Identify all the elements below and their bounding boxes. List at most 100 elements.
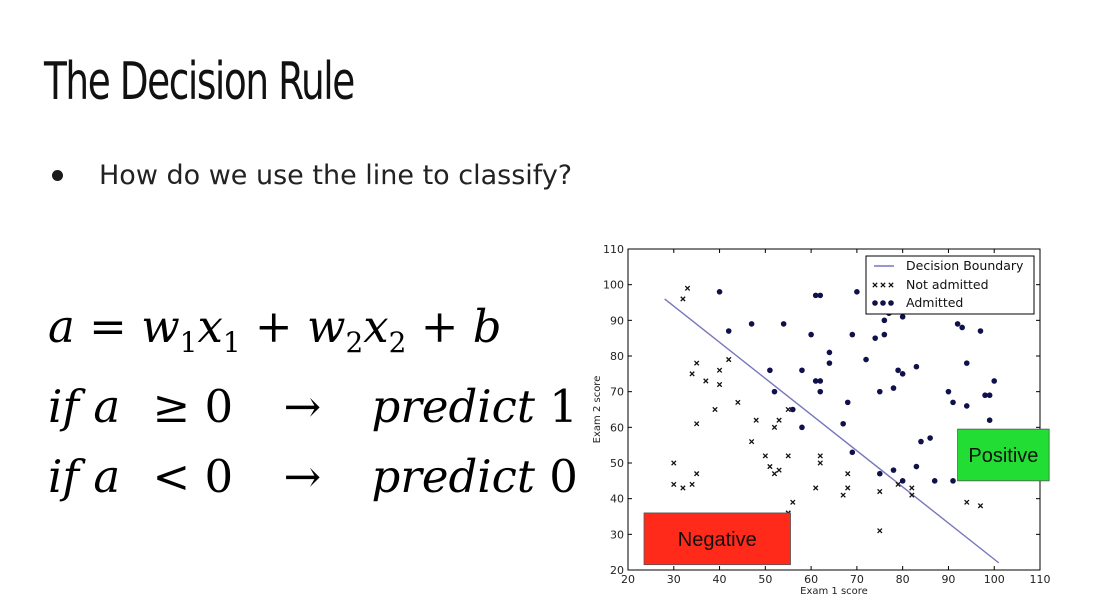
admitted-point	[977, 328, 984, 334]
not-admitted-point	[888, 282, 894, 288]
admitted-point	[812, 292, 819, 299]
y-tick-label: 70	[610, 386, 624, 399]
admitted-point	[918, 438, 924, 445]
admitted-point	[950, 399, 956, 406]
not-admitted-point	[748, 438, 755, 445]
y-tick-label: 50	[610, 457, 624, 470]
not-admitted-point	[964, 499, 970, 505]
not-admitted-point	[680, 296, 686, 302]
admitted-point	[849, 449, 856, 456]
x-tick-label: 50	[758, 573, 772, 586]
not-admitted-point	[817, 453, 823, 459]
not-admitted-point	[771, 424, 778, 430]
not-admitted-point	[877, 488, 883, 495]
equation-rule-negative: if a < 0 → predict 0	[48, 450, 578, 503]
x-tick-label: 80	[896, 573, 910, 586]
admitted-point	[748, 321, 755, 327]
scatter-chart-svg: 20 30 40 50 60 70 80 90 100 110 20 30 40 50 60 70 80 90 10…	[592, 243, 1051, 597]
not-admitted-point	[776, 417, 782, 423]
admitted-point	[872, 335, 878, 341]
not-admitted-point	[845, 485, 851, 491]
rule-predict: predict	[371, 450, 535, 503]
rule-value: 0	[549, 450, 578, 503]
not-admitted-point	[762, 453, 768, 459]
eq-sub-x1: 1	[222, 325, 241, 359]
equation-rule-positive: if a ≥ 0 → predict 1	[48, 380, 578, 433]
admitted-point	[963, 403, 970, 409]
not-admitted-point	[776, 467, 782, 473]
admitted-point	[817, 378, 824, 384]
positive-region-label: Positive	[968, 445, 1038, 467]
admitted-point	[808, 331, 814, 338]
not-admitted-point	[684, 285, 691, 291]
rule-var-a: a	[93, 380, 121, 433]
not-admitted-point	[877, 528, 883, 534]
rule-comparison: ≥ 0	[152, 380, 234, 433]
bullet-dot-icon	[52, 170, 63, 181]
not-admitted-point	[694, 471, 700, 477]
bullet-item: How do we use the line to classify?	[52, 160, 572, 191]
admitted-point	[899, 313, 906, 320]
y-tick-label: 110	[603, 243, 624, 256]
rule-arrow-icon: →	[283, 450, 322, 503]
not-admitted-point	[872, 282, 878, 288]
admitted-point	[826, 360, 833, 366]
x-tick-label: 70	[850, 573, 864, 586]
x-tick-label: 90	[941, 573, 955, 586]
admitted-point	[812, 378, 819, 384]
legend-admitted-swatch	[888, 300, 894, 306]
admitted-point	[945, 388, 952, 395]
eq-sub-x2: 2	[388, 325, 407, 359]
admitted-point	[890, 467, 897, 473]
not-admitted-point	[785, 453, 791, 459]
eq-var-w1: w	[141, 300, 180, 353]
admitted-point	[863, 356, 869, 363]
rule-arrow-icon: →	[283, 380, 322, 433]
y-tick-label: 80	[610, 350, 624, 363]
not-admitted-point	[909, 492, 915, 498]
admitted-point	[931, 478, 938, 484]
admitted-point	[927, 435, 933, 441]
eq-sub-w2: 2	[345, 325, 364, 359]
admitted-point	[982, 392, 988, 399]
y-tick-label: 20	[610, 564, 624, 577]
x-tick-label: 60	[804, 573, 818, 586]
admitted-point	[854, 289, 860, 295]
admitted-point	[767, 367, 773, 374]
legend-label-boundary: Decision Boundary	[906, 258, 1024, 273]
legend-label-admitted: Admitted	[906, 295, 963, 310]
admitted-point	[876, 388, 883, 395]
not-admitted-point	[767, 463, 773, 470]
not-admitted-point	[977, 503, 984, 509]
admitted-point	[890, 385, 897, 391]
legend-admitted-swatch	[880, 300, 886, 306]
negative-region-box	[643, 512, 791, 566]
eq-sub-w1: 1	[179, 325, 198, 359]
negative-region-label: Negative	[678, 529, 757, 551]
rule-var-a: a	[93, 450, 121, 503]
eq-var-x1: x	[197, 300, 223, 353]
not-admitted-point	[716, 367, 723, 373]
not-admitted-point	[680, 485, 686, 491]
legend-admitted-swatch	[872, 300, 878, 306]
admitted-point	[959, 324, 965, 331]
x-tick-label: 30	[667, 573, 681, 586]
admitted-point	[790, 406, 796, 413]
admitted-point	[771, 388, 778, 395]
x-tick-label: 20	[621, 573, 635, 586]
not-admitted-point	[671, 481, 677, 488]
bullet-text: How do we use the line to classify?	[99, 160, 573, 191]
admitted-point	[826, 349, 833, 356]
not-admitted-point	[671, 460, 677, 466]
eq-var-w2: w	[306, 300, 346, 353]
equation-linear-combination: a = w1x1 + w2x2 + b	[48, 300, 502, 359]
eq-var-x2: x	[363, 300, 389, 353]
eq-var-b: b	[472, 300, 502, 353]
admitted-point	[913, 363, 920, 370]
not-admitted-point	[735, 399, 741, 406]
admitted-point	[799, 367, 805, 374]
admitted-point	[876, 470, 883, 477]
not-admitted-point	[880, 282, 886, 288]
legend-label-not-admitted: Not admitted	[906, 277, 989, 292]
not-admitted-point	[716, 381, 723, 388]
